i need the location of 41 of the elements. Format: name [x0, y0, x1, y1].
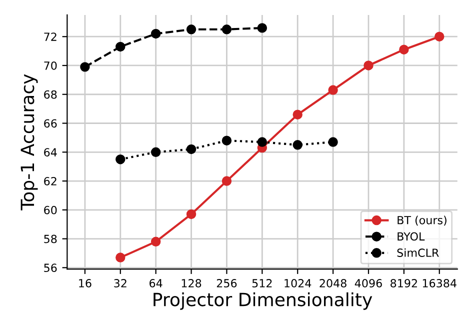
y-tick-label: 56 — [44, 264, 57, 272]
point — [186, 144, 196, 154]
legend-label: BYOL — [398, 232, 425, 241]
x-tick-label: 16384 — [422, 279, 456, 288]
point — [116, 154, 126, 164]
x-tick-label: 32 — [114, 279, 126, 288]
point — [399, 44, 409, 54]
x-tick-label: 2048 — [320, 279, 346, 288]
point — [328, 137, 338, 147]
point — [364, 60, 374, 70]
y-tick-label: 58 — [44, 234, 57, 244]
point — [150, 236, 161, 247]
x-tick-label: 64 — [150, 279, 162, 288]
y-axis-title: Top-1 Accuracy — [20, 74, 38, 210]
point — [292, 140, 302, 150]
x-tick-label: 8192 — [390, 279, 417, 288]
point — [434, 32, 444, 42]
point — [186, 209, 196, 220]
point — [222, 136, 232, 146]
x-tick-label: 1024 — [284, 279, 312, 288]
x-tick-label: 256 — [216, 279, 237, 288]
y-tick-label: 64 — [44, 148, 57, 157]
x-axis-title: Projector Dimensionality — [154, 292, 372, 310]
point — [222, 176, 232, 186]
x-tick-label: 16 — [79, 279, 92, 288]
point — [116, 252, 126, 262]
x-tick-label: 4096 — [354, 279, 382, 288]
y-tick-label: 60 — [44, 206, 57, 214]
legend-label: SimCLR — [397, 248, 439, 257]
y-tick-label: 66 — [44, 119, 57, 128]
legend-label: BT (ours) — [398, 216, 446, 226]
y-tick-label: 62 — [44, 176, 56, 186]
y-tick-label: 68 — [44, 90, 57, 99]
point — [292, 110, 302, 120]
point — [257, 137, 268, 147]
point — [328, 85, 338, 95]
y-tick-label: 72 — [44, 32, 56, 41]
x-tick-label: 512 — [252, 279, 272, 288]
y-tick-label: 70 — [44, 61, 57, 70]
x-tick-label: 128 — [182, 279, 202, 288]
point — [150, 147, 161, 157]
